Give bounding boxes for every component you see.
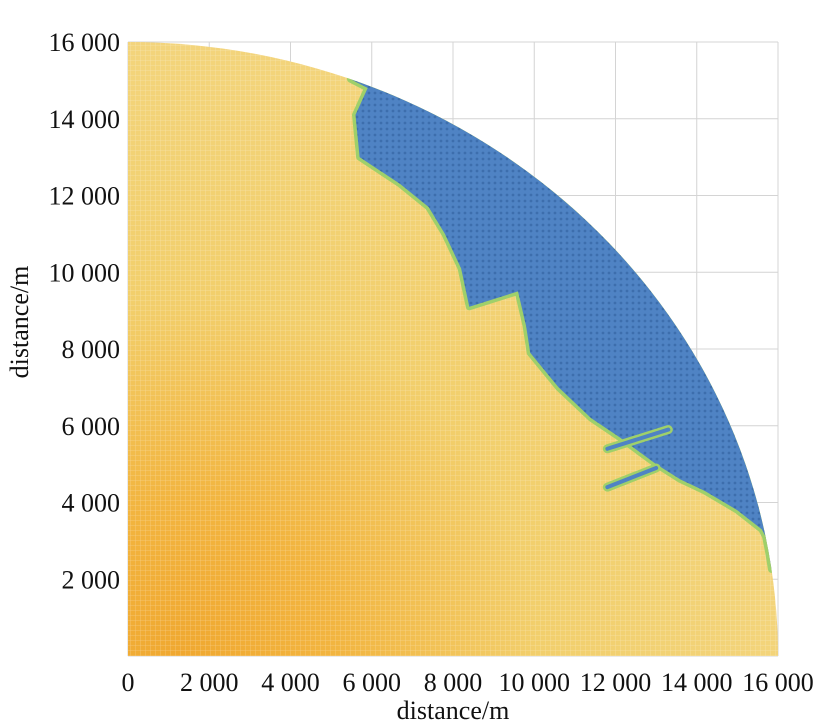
y-tick-label: 10 000 [49,258,121,287]
x-tick-label: 0 [122,668,135,697]
plot-area [128,42,778,656]
stripe [605,465,659,490]
x-axis-label: distance/m [397,696,510,725]
y-tick-label: 8 000 [62,335,121,364]
y-tick-label: 4 000 [62,489,121,518]
y-tick-label: 2 000 [62,565,121,594]
y-tick-label: 6 000 [62,412,121,441]
x-tick-label: 16 000 [742,668,814,697]
y-tick-label: 12 000 [49,182,121,211]
x-tick-labels: 0 2 000 4 000 6 000 8 000 10 000 12 000 14 000 1… [122,668,814,697]
x-tick-label: 12 000 [580,668,652,697]
x-tick-label: 6 000 [343,668,402,697]
x-tick-label: 14 000 [661,668,733,697]
blue-region-mesh [350,79,772,570]
x-tick-label: 4 000 [261,668,320,697]
x-tick-label: 10 000 [499,668,571,697]
y-tick-label: 16 000 [49,28,121,57]
x-tick-label: 8 000 [424,668,483,697]
x-tick-label: 2 000 [180,668,239,697]
y-tick-label: 14 000 [49,105,121,134]
mesh-overlay [128,42,778,656]
y-axis-label: distance/m [5,266,34,379]
y-tick-labels: 2 000 4 000 6 000 8 000 10 000 12 000 14 000 16… [49,28,121,594]
stripe [605,427,671,451]
stripes [602,425,673,492]
